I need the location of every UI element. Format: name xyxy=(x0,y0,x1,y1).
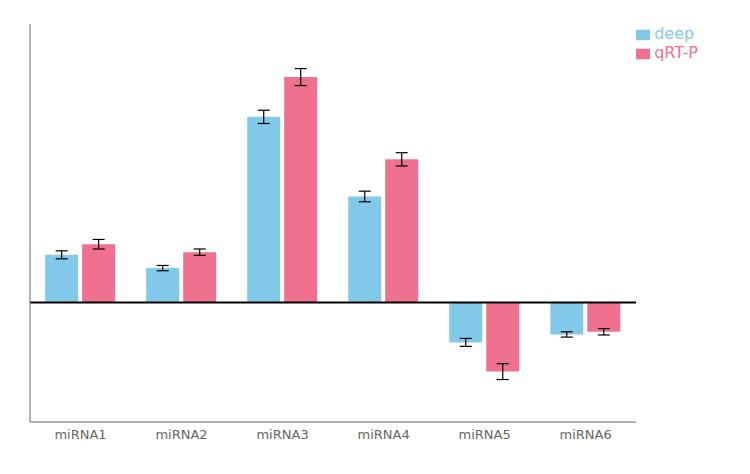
svg-text:miRNA2: miRNA2 xyxy=(155,427,207,442)
svg-text:miRNA4: miRNA4 xyxy=(357,427,409,442)
svg-text:miRNA1: miRNA1 xyxy=(54,427,106,442)
svg-text:miRNA5: miRNA5 xyxy=(459,427,511,442)
svg-text:miRNA3: miRNA3 xyxy=(256,427,308,442)
svg-text:miRNA6: miRNA6 xyxy=(560,427,612,442)
html-text:deep: deep xyxy=(654,24,695,43)
html-text:qRT-P: qRT-P xyxy=(654,43,698,62)
